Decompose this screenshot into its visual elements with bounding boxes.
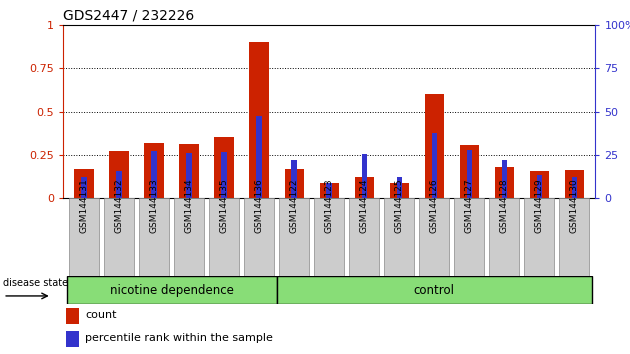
Bar [530, 171, 549, 198]
Bar [249, 42, 269, 198]
Bar [74, 169, 94, 198]
Text: nicotine dependence: nicotine dependence [110, 284, 234, 297]
Bar [571, 177, 577, 198]
Bar [292, 160, 297, 198]
Text: GSM144134: GSM144134 [185, 179, 193, 233]
Bar [389, 183, 409, 198]
Text: GSM144124: GSM144124 [360, 179, 369, 233]
Bar [81, 177, 87, 198]
FancyBboxPatch shape [104, 198, 134, 276]
Text: GSM144126: GSM144126 [430, 179, 438, 233]
FancyBboxPatch shape [314, 198, 344, 276]
FancyBboxPatch shape [384, 198, 414, 276]
Text: GSM144123: GSM144123 [324, 179, 334, 233]
Bar [326, 183, 332, 198]
Bar [460, 145, 479, 198]
Bar [66, 308, 79, 324]
Bar [180, 144, 198, 198]
FancyBboxPatch shape [454, 198, 484, 276]
FancyBboxPatch shape [277, 276, 592, 304]
FancyBboxPatch shape [420, 198, 449, 276]
Text: percentile rank within the sample: percentile rank within the sample [85, 333, 273, 343]
Text: GSM144135: GSM144135 [220, 178, 229, 233]
Bar [425, 94, 444, 198]
Bar [432, 133, 437, 198]
Bar [221, 152, 227, 198]
FancyBboxPatch shape [67, 276, 277, 304]
Bar [214, 137, 234, 198]
Bar [66, 331, 79, 347]
Text: GSM144136: GSM144136 [255, 178, 263, 233]
Text: disease state: disease state [3, 278, 68, 288]
Text: GSM144130: GSM144130 [570, 178, 579, 233]
Text: GSM144133: GSM144133 [149, 178, 159, 233]
FancyBboxPatch shape [244, 198, 274, 276]
FancyBboxPatch shape [209, 198, 239, 276]
FancyBboxPatch shape [524, 198, 554, 276]
Text: GSM144128: GSM144128 [500, 179, 509, 233]
Bar [467, 150, 472, 198]
Bar [355, 177, 374, 198]
Bar [501, 160, 507, 198]
FancyBboxPatch shape [349, 198, 379, 276]
Bar [319, 183, 339, 198]
Text: control: control [414, 284, 455, 297]
Bar [564, 170, 584, 198]
Bar [285, 169, 304, 198]
Text: GDS2447 / 232226: GDS2447 / 232226 [63, 8, 194, 22]
Bar [396, 177, 402, 198]
Text: GSM144125: GSM144125 [395, 179, 404, 233]
Text: count: count [85, 310, 117, 320]
Text: GSM144122: GSM144122 [290, 179, 299, 233]
Bar [362, 154, 367, 198]
Bar [117, 171, 122, 198]
Bar [151, 152, 157, 198]
FancyBboxPatch shape [490, 198, 519, 276]
Text: GSM144132: GSM144132 [115, 179, 123, 233]
Bar [110, 152, 129, 198]
Text: GSM144129: GSM144129 [535, 179, 544, 233]
Bar [186, 153, 192, 198]
Text: GSM144127: GSM144127 [465, 179, 474, 233]
Text: GSM144131: GSM144131 [79, 178, 88, 233]
FancyBboxPatch shape [559, 198, 589, 276]
Bar [537, 175, 542, 198]
Bar [495, 167, 514, 198]
Bar [256, 116, 262, 198]
FancyBboxPatch shape [175, 198, 204, 276]
Bar [144, 143, 164, 198]
FancyBboxPatch shape [69, 198, 99, 276]
FancyBboxPatch shape [139, 198, 169, 276]
FancyBboxPatch shape [279, 198, 309, 276]
